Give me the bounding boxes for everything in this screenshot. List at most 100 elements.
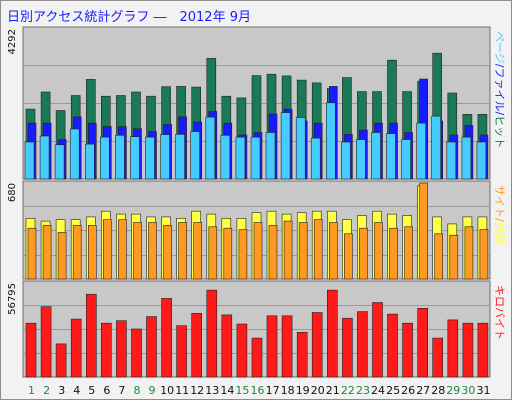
bar-kilobytes-キロバイト-day6 <box>101 322 112 378</box>
bar-sites-サイト-day8 <box>133 222 142 280</box>
bar-kilobytes-キロバイト-day12 <box>191 312 202 378</box>
bar-pages-ページ-day16 <box>250 136 261 180</box>
bar-sites-サイト-day17 <box>268 225 278 280</box>
right-label-part: / <box>493 64 506 68</box>
right-label-part: キロバイト <box>493 285 506 340</box>
bar-sites-サイト-day23 <box>359 227 368 280</box>
bar-pages-ページ-day14 <box>220 135 231 180</box>
bar-sites-サイト-day12 <box>193 222 202 280</box>
right-label-part: 訪問 <box>493 222 507 244</box>
bar-pages-ページ-day13 <box>205 116 216 180</box>
bar-kilobytes-キロバイト-day1 <box>25 322 37 378</box>
bar-sites-サイト-day10 <box>163 225 172 280</box>
bar-kilobytes-キロバイト-day11 <box>176 325 187 378</box>
bar-sites-サイト-day25 <box>389 227 398 280</box>
x-tick-label: 30 <box>461 384 475 397</box>
right-label-part: / <box>493 112 506 116</box>
right-label-sites: サイト/訪問 <box>493 185 507 244</box>
bar-pages-ページ-day24 <box>371 132 381 180</box>
x-tick-label: 7 <box>118 384 125 397</box>
bar-kilobytes-キロバイト-day22 <box>342 317 353 378</box>
bar-kilobytes-キロバイト-day28 <box>432 337 444 378</box>
x-tick-label: 28 <box>431 384 445 397</box>
bar-kilobytes-キロバイト-day14 <box>221 314 233 378</box>
bar-pages-ページ-day26 <box>401 139 411 180</box>
right-label-part: ファイル <box>493 68 506 112</box>
bar-sites-サイト-day30 <box>464 226 474 280</box>
bar-kilobytes-キロバイト-day26 <box>402 322 413 378</box>
bar-sites-サイト-day19 <box>298 222 308 280</box>
panel-kilobytes: 56795 キロバイト <box>7 280 506 378</box>
bar-kilobytes-キロバイト-day13 <box>206 289 218 378</box>
bar-sites-サイト-day29 <box>449 234 459 280</box>
bar-pages-ページ-day15 <box>235 136 246 180</box>
bar-pages-ページ-day10 <box>160 134 170 180</box>
bar-pages-ページ-day2 <box>39 135 50 180</box>
bar-kilobytes-キロバイト-day3 <box>55 343 67 378</box>
bar-pages-ページ-day30 <box>461 136 472 180</box>
x-tick-label: 8 <box>134 384 141 397</box>
x-tick-label: 25 <box>386 384 400 397</box>
panel-sites: 680 サイト/訪問 <box>7 180 507 280</box>
bar-sites-サイト-day15 <box>238 229 248 280</box>
bar-pages-ページ-day5 <box>85 143 95 180</box>
bar-sites-サイト-day28 <box>434 233 444 280</box>
x-tick-label: 19 <box>296 384 310 397</box>
bar-pages-ページ-day17 <box>265 132 276 180</box>
bar-kilobytes-キロバイト-day2 <box>40 306 52 378</box>
bar-sites-サイト-day13 <box>208 226 218 280</box>
bar-kilobytes-キロバイト-day25 <box>387 313 398 378</box>
x-tick-label: 14 <box>220 384 234 397</box>
bar-sites-サイト-day5 <box>88 225 97 280</box>
right-label-part: ヒット <box>493 115 506 148</box>
bar-pages-ページ-day22 <box>341 141 351 180</box>
x-tick-label: 20 <box>311 384 325 397</box>
bar-sites-サイト-day31 <box>479 229 489 280</box>
x-tick-label: 4 <box>73 384 80 397</box>
bar-pages-ページ-day23 <box>356 139 366 180</box>
chart-title: 日別アクセス統計グラフ ― 2012年 9月 <box>7 10 251 25</box>
bar-pages-ページ-day19 <box>295 117 306 180</box>
bar-pages-ページ-day20 <box>310 137 321 180</box>
bar-kilobytes-キロバイト-day8 <box>131 328 142 378</box>
bar-sites-サイト-day16 <box>253 222 263 280</box>
x-tick-label: 23 <box>356 384 370 397</box>
bar-pages-ページ-day7 <box>115 135 125 180</box>
right-label-kilobytes: キロバイト <box>493 285 506 340</box>
bar-kilobytes-キロバイト-day24 <box>372 302 383 378</box>
x-tick-label: 11 <box>175 384 189 397</box>
x-tick-label: 2 <box>43 384 50 397</box>
bar-pages-ページ-day29 <box>446 141 457 180</box>
x-tick-label: 13 <box>205 384 219 397</box>
bar-kilobytes-キロバイト-day27 <box>417 307 429 378</box>
bar-pages-ページ-day27 <box>416 122 427 180</box>
x-tick-label: 29 <box>446 384 460 397</box>
bar-kilobytes-キロバイト-day7 <box>116 320 127 378</box>
bar-pages-ページ-day11 <box>175 134 185 180</box>
x-tick-label: 24 <box>371 384 385 397</box>
bar-kilobytes-キロバイト-day30 <box>462 322 474 378</box>
bar-kilobytes-キロバイト-day9 <box>146 316 157 378</box>
bar-pages-ページ-day21 <box>325 102 336 180</box>
bar-kilobytes-キロバイト-day15 <box>236 323 248 378</box>
bar-pages-ページ-day9 <box>145 136 155 180</box>
right-label-part: ページ <box>493 31 506 64</box>
bar-kilobytes-キロバイト-day29 <box>447 319 459 378</box>
right-label-part: サイト <box>493 185 506 218</box>
bar-sites-サイト-day6 <box>103 219 112 280</box>
x-tick-label: 26 <box>401 384 415 397</box>
bar-kilobytes-キロバイト-day18 <box>281 315 293 378</box>
bar-kilobytes-キロバイト-day20 <box>311 312 323 378</box>
bar-sites-サイト-day20 <box>313 219 323 280</box>
bar-sites-サイト-day21 <box>328 222 338 280</box>
right-label-part: / <box>493 218 506 222</box>
bar-kilobytes-キロバイト-day19 <box>296 331 308 378</box>
bar-sites-サイト-day3 <box>57 232 67 280</box>
bar-kilobytes-キロバイト-day5 <box>86 293 97 378</box>
bar-sites-サイト-day14 <box>223 227 233 280</box>
x-tick-label: 17 <box>266 384 280 397</box>
bar-kilobytes-キロバイト-day10 <box>161 298 172 378</box>
bar-kilobytes-キロバイト-day31 <box>477 322 489 378</box>
bar-pages-ページ-day31 <box>476 141 487 180</box>
bar-pages-ページ-day25 <box>386 133 396 180</box>
